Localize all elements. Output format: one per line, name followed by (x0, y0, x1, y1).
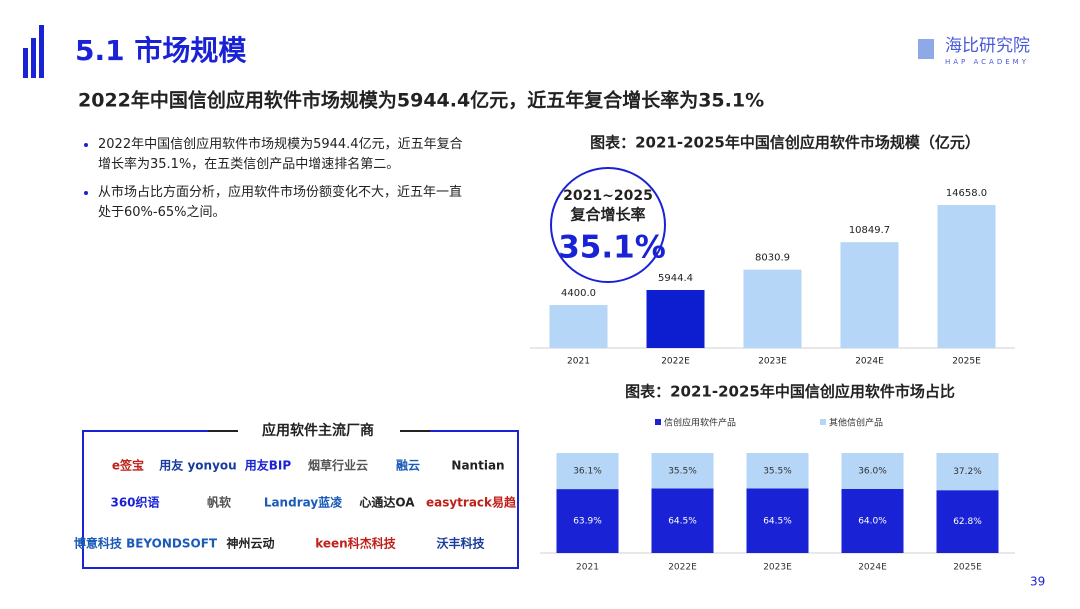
value-label: 35.5% (668, 466, 697, 476)
callout-period: 2021~2025 (563, 188, 653, 204)
value-label: 8030.9 (755, 253, 790, 264)
bar-segment (841, 453, 904, 489)
bar (840, 242, 899, 348)
value-label: 64.5% (763, 516, 792, 526)
page-number: 39 (1030, 575, 1045, 589)
vendor-logo: 沃丰科技 (436, 536, 485, 551)
value-label: 10849.7 (849, 225, 890, 236)
chart-title: 图表：2021-2025年中国信创应用软件市场规模（亿元） (590, 134, 980, 152)
bar (937, 205, 996, 348)
x-tick-label: 2025E (952, 357, 981, 367)
headline: 2022年中国信创应用软件市场规模为5944.4亿元，近五年复合增长率为35.1… (78, 89, 764, 112)
bar-segment (651, 453, 714, 489)
vendor-logos: e签宝 用友 yonyou 用友BIP 烟草行业云 融云 Nantian 360织语 帆软 La… (74, 458, 517, 551)
vendor-title-bg (235, 421, 405, 441)
bar-segment (556, 453, 619, 490)
bullet-list: 2022年中国信创应用软件市场规模为5944.4亿元，近五年复合增长率为35.1… (78, 135, 463, 231)
vendor-logo: 博意科技 BEYONDSOFT (74, 536, 218, 551)
logo: 海比研究院 (945, 36, 1030, 56)
value-label: 62.8% (953, 517, 982, 527)
vendor-logo: 360织语 (110, 495, 159, 510)
x-tick-label: 2025E (953, 563, 982, 573)
vendor-logo: 用友 yonyou (158, 458, 236, 473)
bar-segment (936, 453, 999, 491)
vendor-logo: 融云 (396, 458, 420, 473)
bar-segment (651, 488, 714, 553)
vendor-logo: Nantian (451, 459, 504, 473)
value-label: 4400.0 (561, 288, 596, 299)
bar-segment (936, 490, 999, 553)
charts: 图表：2021-2025年中国信创应用软件市场规模（亿元） 4400.0 2021 5… (530, 134, 1015, 573)
x-tick-label: 2024E (858, 563, 887, 573)
x-tick-label: 2024E (855, 357, 884, 367)
value-label: 63.9% (573, 517, 602, 527)
bar (549, 305, 608, 348)
logo-mark (918, 39, 934, 59)
x-tick-label: 2023E (763, 563, 792, 573)
legend-label: 其他信创产品 (829, 417, 883, 429)
value-label: 5944.4 (658, 273, 693, 284)
x-tick-label: 2022E (661, 357, 690, 367)
legend-label: 信创应用软件产品 (664, 417, 736, 429)
bullet: 2022年中国信创应用软件市场规模为5944.4亿元，近五年复合增长率为35.1… (98, 135, 463, 175)
x-tick-label: 2022E (668, 563, 697, 573)
legend-swatch (820, 419, 826, 425)
slide-title: 5.1 市场规模 (75, 34, 247, 67)
callout-circle (550, 167, 666, 283)
vendor-logo: Landray蓝凌 (264, 495, 343, 510)
value-label: 35.5% (763, 466, 792, 476)
vendor-title: 应用软件主流厂商 (262, 422, 374, 439)
value-label: 36.0% (858, 467, 887, 477)
chart-title: 图表：2021-2025年中国信创应用软件市场占比 (625, 383, 955, 401)
bar-segment (746, 488, 809, 553)
x-tick-label: 2023E (758, 357, 787, 367)
value-label: 37.2% (953, 467, 982, 477)
bar-segment (556, 489, 619, 553)
bar (743, 269, 802, 348)
bar (646, 290, 705, 348)
value-label: 36.1% (573, 467, 602, 477)
vendor-logo: e签宝 (112, 458, 144, 473)
vendor-logo: keen科杰科技 (315, 536, 396, 551)
value-label: 64.5% (668, 516, 697, 526)
bullet: 从市场占比方面分析，应用软件市场份额变化不大，近五年一直处于60%-65%之间。 (98, 183, 463, 223)
logo-sub: HAP ACADEMY (945, 58, 1029, 66)
vendor-logo: 烟草行业云 (308, 458, 368, 473)
vendor-logo: 神州云动 (226, 536, 274, 551)
vendor-logo: easytrack易趋 (426, 495, 517, 510)
vendor-logo: 心通达OA (359, 495, 415, 510)
callout-value: 35.1% (558, 230, 666, 266)
value-label: 64.0% (858, 517, 887, 527)
legend-swatch (655, 419, 661, 425)
value-label: 14658.0 (946, 188, 987, 199)
callout-label: 复合增长率 (569, 206, 645, 224)
vendor-logo: 帆软 (207, 495, 231, 510)
header-icon (23, 25, 44, 78)
vendor-logo: 用友BIP (244, 458, 292, 473)
bar-segment (841, 489, 904, 553)
x-tick-label: 2021 (576, 563, 599, 573)
x-tick-label: 2021 (567, 357, 590, 367)
bar-segment (746, 453, 809, 489)
